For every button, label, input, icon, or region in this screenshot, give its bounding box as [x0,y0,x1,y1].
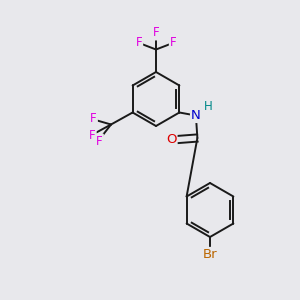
Text: H: H [203,100,212,113]
Text: F: F [90,112,97,125]
Text: Br: Br [203,248,217,261]
Text: F: F [136,36,142,49]
Text: O: O [166,133,176,146]
Text: F: F [89,129,96,142]
Text: F: F [153,26,159,40]
Text: F: F [170,36,176,49]
Text: N: N [191,109,201,122]
Text: F: F [96,134,103,148]
